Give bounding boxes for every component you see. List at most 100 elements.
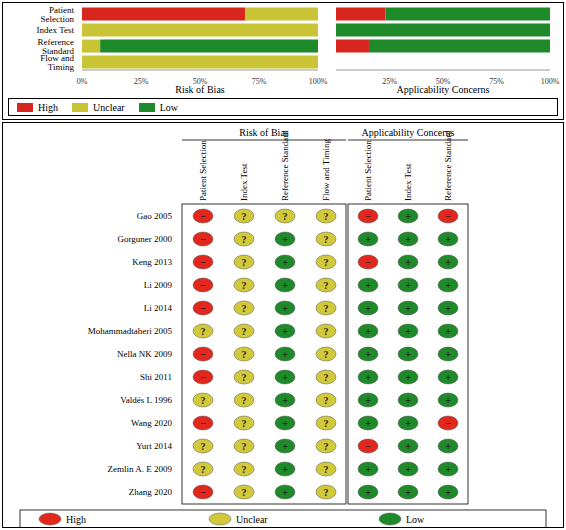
svg-text:Index Test: Index Test bbox=[403, 163, 413, 201]
svg-text:Flow and Timing: Flow and Timing bbox=[321, 138, 331, 201]
svg-text:Li 2009: Li 2009 bbox=[144, 280, 173, 290]
svg-text:+: + bbox=[405, 257, 411, 268]
svg-text:+: + bbox=[282, 487, 288, 498]
svg-text:Unclear: Unclear bbox=[236, 514, 268, 525]
svg-text:Gao 2005: Gao 2005 bbox=[137, 211, 173, 221]
svg-text:−: − bbox=[200, 257, 206, 268]
svg-text:+: + bbox=[282, 418, 288, 429]
svg-text:?: ? bbox=[324, 464, 329, 475]
svg-text:?: ? bbox=[242, 464, 247, 475]
svg-text:?: ? bbox=[324, 441, 329, 452]
svg-text:Reference Standard: Reference Standard bbox=[280, 130, 290, 201]
svg-text:?: ? bbox=[201, 326, 206, 337]
svg-text:+: + bbox=[445, 280, 451, 291]
svg-text:?: ? bbox=[324, 257, 329, 268]
svg-text:25%: 25% bbox=[134, 77, 149, 86]
svg-text:?: ? bbox=[324, 234, 329, 245]
svg-text:−: − bbox=[200, 349, 206, 360]
svg-text:Applicability Concerns: Applicability Concerns bbox=[361, 127, 454, 138]
svg-text:+: + bbox=[405, 234, 411, 245]
svg-text:Patient Selection: Patient Selection bbox=[198, 140, 208, 201]
svg-text:+: + bbox=[445, 326, 451, 337]
svg-text:?: ? bbox=[324, 418, 329, 429]
svg-text:Keng 2013: Keng 2013 bbox=[132, 257, 172, 267]
svg-text:+: + bbox=[405, 211, 411, 222]
svg-text:?: ? bbox=[201, 464, 206, 475]
svg-text:Index Test: Index Test bbox=[239, 163, 249, 201]
svg-text:75%: 75% bbox=[252, 77, 267, 86]
svg-text:+: + bbox=[445, 303, 451, 314]
svg-text:Index Test: Index Test bbox=[37, 25, 75, 35]
svg-text:100%: 100% bbox=[541, 77, 558, 86]
svg-text:High: High bbox=[66, 514, 86, 525]
svg-text:+: + bbox=[445, 257, 451, 268]
svg-text:+: + bbox=[282, 372, 288, 383]
svg-text:+: + bbox=[445, 487, 451, 498]
svg-text:?: ? bbox=[324, 211, 329, 222]
svg-text:−: − bbox=[445, 211, 451, 222]
svg-text:0%: 0% bbox=[77, 77, 88, 86]
svg-text:+: + bbox=[282, 464, 288, 475]
svg-text:?: ? bbox=[324, 303, 329, 314]
svg-text:−: − bbox=[200, 280, 206, 291]
svg-text:Wang 2020: Wang 2020 bbox=[131, 418, 173, 428]
svg-text:?: ? bbox=[324, 395, 329, 406]
svg-text:+: + bbox=[405, 349, 411, 360]
svg-text:PatientSelection: PatientSelection bbox=[41, 5, 75, 24]
svg-text:?: ? bbox=[242, 234, 247, 245]
svg-text:+: + bbox=[445, 441, 451, 452]
svg-text:−: − bbox=[365, 211, 371, 222]
svg-text:+: + bbox=[405, 418, 411, 429]
svg-text:?: ? bbox=[242, 280, 247, 291]
svg-text:+: + bbox=[405, 280, 411, 291]
svg-text:+: + bbox=[282, 349, 288, 360]
svg-text:?: ? bbox=[201, 441, 206, 452]
svg-text:−: − bbox=[200, 303, 206, 314]
svg-text:Nella NK 2009: Nella NK 2009 bbox=[117, 349, 172, 359]
svg-text:?: ? bbox=[242, 211, 247, 222]
svg-text:+: + bbox=[445, 349, 451, 360]
svg-text:+: + bbox=[405, 487, 411, 498]
svg-text:−: − bbox=[200, 234, 206, 245]
svg-text:Zhang 2020: Zhang 2020 bbox=[129, 487, 173, 497]
svg-text:+: + bbox=[365, 326, 371, 337]
svg-text:Mohammadtaheri 2005: Mohammadtaheri 2005 bbox=[88, 326, 173, 336]
svg-text:?: ? bbox=[242, 303, 247, 314]
svg-text:Zemlin A. E 2009: Zemlin A. E 2009 bbox=[108, 464, 173, 474]
svg-text:+: + bbox=[365, 234, 371, 245]
svg-text:?: ? bbox=[242, 257, 247, 268]
svg-text:Reference Standard: Reference Standard bbox=[443, 130, 453, 201]
svg-text:?: ? bbox=[242, 372, 247, 383]
svg-text:+: + bbox=[405, 303, 411, 314]
svg-text:−: − bbox=[200, 418, 206, 429]
svg-text:+: + bbox=[282, 280, 288, 291]
svg-text:−: − bbox=[200, 372, 206, 383]
svg-text:+: + bbox=[405, 395, 411, 406]
svg-text:+: + bbox=[405, 372, 411, 383]
svg-text:+: + bbox=[282, 257, 288, 268]
svg-text:+: + bbox=[405, 326, 411, 337]
svg-text:Gorguner 2000: Gorguner 2000 bbox=[117, 234, 172, 244]
svg-text:+: + bbox=[282, 441, 288, 452]
svg-text:Patient Selection: Patient Selection bbox=[363, 140, 373, 201]
svg-text:−: − bbox=[200, 211, 206, 222]
svg-text:?: ? bbox=[324, 487, 329, 498]
svg-text:+: + bbox=[282, 326, 288, 337]
svg-text:+: + bbox=[365, 464, 371, 475]
svg-text:?: ? bbox=[242, 349, 247, 360]
svg-text:Valdés L 1996: Valdés L 1996 bbox=[120, 395, 172, 405]
svg-text:75%: 75% bbox=[489, 77, 504, 86]
svg-text:+: + bbox=[282, 234, 288, 245]
svg-text:?: ? bbox=[242, 487, 247, 498]
svg-text:?: ? bbox=[242, 395, 247, 406]
svg-text:+: + bbox=[405, 441, 411, 452]
svg-text:?: ? bbox=[201, 395, 206, 406]
svg-text:+: + bbox=[365, 395, 371, 406]
svg-text:?: ? bbox=[324, 326, 329, 337]
svg-text:Li 2014: Li 2014 bbox=[144, 303, 173, 313]
svg-text:?: ? bbox=[324, 372, 329, 383]
svg-text:+: + bbox=[282, 303, 288, 314]
svg-text:+: + bbox=[445, 372, 451, 383]
svg-text:Flow andTiming: Flow andTiming bbox=[40, 53, 74, 72]
svg-text:+: + bbox=[365, 418, 371, 429]
